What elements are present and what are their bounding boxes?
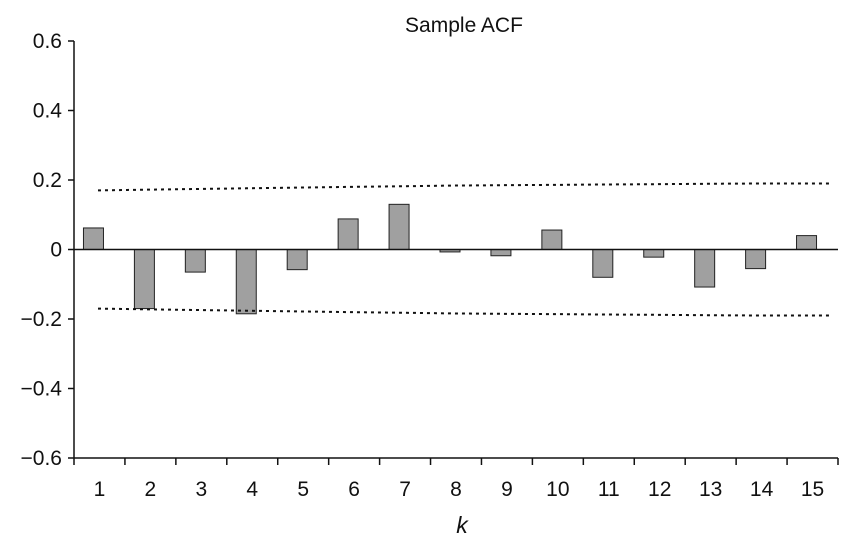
acf-bar: [337, 218, 359, 250]
y-tick-label: 0.6: [33, 30, 62, 53]
x-tick-label: 11: [598, 478, 620, 501]
x-tick-label: 2: [145, 478, 157, 501]
acf-bar: [490, 249, 512, 257]
acf-bar: [133, 249, 155, 310]
acf-bar: [184, 249, 206, 273]
acf-bar: [745, 249, 767, 270]
y-tick-label: 0.2: [33, 169, 62, 192]
x-tick-label: 9: [501, 478, 513, 501]
acf-bar: [541, 229, 563, 250]
x-tick-label: 12: [648, 478, 671, 501]
chart-title: Sample ACF: [405, 14, 523, 37]
x-tick-label: 7: [399, 478, 411, 501]
acf-bar: [82, 227, 104, 251]
confidence-bands: [97, 182, 832, 317]
y-axis: 0.6 0.4 0.2 0 −0.2 −0.4 −0.6: [21, 30, 75, 470]
acf-bar: [643, 249, 665, 258]
x-tick-label: 14: [750, 478, 774, 501]
x-tick-label: 6: [348, 478, 360, 501]
y-tick-label: −0.6: [21, 447, 62, 470]
bars: [74, 203, 838, 315]
x-tick-label: 1: [94, 478, 106, 501]
acf-bar: [235, 249, 257, 315]
y-tick-label: −0.4: [21, 378, 63, 401]
x-tick-label: 4: [246, 478, 258, 501]
lower-confidence-band: [97, 307, 832, 317]
upper-confidence-band: [97, 182, 832, 192]
x-axis-label: k: [456, 512, 469, 538]
acf-bar: [694, 249, 716, 288]
x-tick-label: 13: [699, 478, 722, 501]
acf-bar: [592, 249, 614, 278]
x-axis: 1 2 3 4 5 6 7 8 9 10 11 12 13 14 15: [73, 457, 839, 501]
y-tick-label: 0.4: [33, 100, 63, 123]
x-tick-label: 5: [297, 478, 309, 501]
x-tick-label: 15: [801, 478, 824, 501]
x-tick-label: 8: [450, 478, 462, 501]
acf-bar: [796, 235, 818, 251]
x-tick-label: 10: [546, 478, 569, 501]
acf-bar: [286, 249, 308, 271]
y-tick-label: 0: [50, 239, 62, 262]
y-tick-label: −0.2: [21, 308, 62, 331]
x-tick-label: 3: [195, 478, 207, 501]
acf-bar: [388, 203, 410, 250]
